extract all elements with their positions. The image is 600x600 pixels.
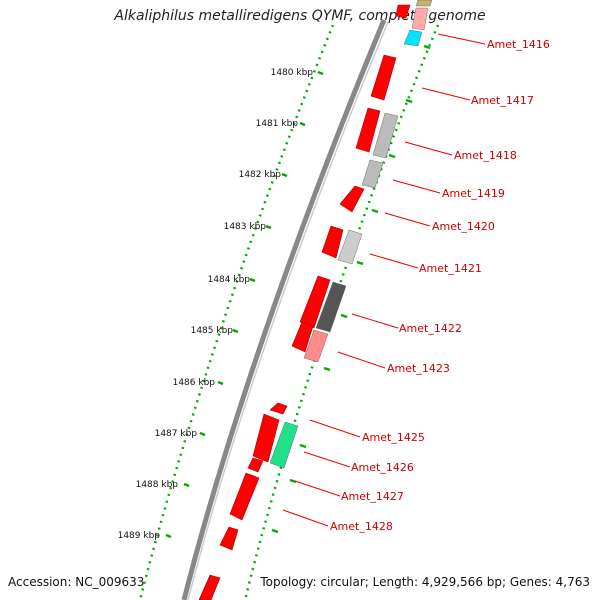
scale-label: 1486 kbp (173, 378, 216, 388)
gene-arrow (299, 275, 331, 329)
scale-labels: 1480 kbp 1481 kbp 1482 kbp 1483 kbp 1484… (118, 68, 314, 541)
scale-label: 1489 kbp (118, 531, 161, 541)
gene-arrow (321, 225, 344, 259)
gene-label[interactable]: Amet_1416 (487, 38, 550, 51)
gene-box (415, 0, 433, 7)
gene-box (269, 421, 299, 469)
gene-label[interactable]: Amet_1426 (351, 461, 414, 474)
gene-arrow (370, 54, 397, 101)
gene-box (315, 281, 347, 333)
scale-label: 1482 kbp (239, 170, 282, 180)
gene-arrow (219, 526, 239, 551)
map-title: Alkaliphilus metalliredigens QYMF, compl… (114, 8, 486, 24)
gene-box (403, 29, 423, 47)
scale-label: 1485 kbp (191, 326, 234, 336)
gene-box (411, 7, 429, 31)
scale-label: 1487 kbp (155, 429, 198, 439)
gene-label[interactable]: Amet_1423 (387, 362, 450, 375)
outer-dotted-ring (243, 24, 440, 600)
genome-backbone (181, 19, 387, 600)
scale-label: 1484 kbp (208, 275, 251, 285)
gene-label[interactable]: Amet_1417 (471, 94, 534, 107)
gene-label[interactable]: Amet_1418 (454, 149, 517, 162)
gene-box (361, 159, 384, 189)
scale-label: 1488 kbp (136, 480, 179, 490)
gene-label[interactable]: Amet_1428 (330, 520, 393, 533)
scale-ticks (165, 70, 324, 539)
gene-label[interactable]: Amet_1427 (341, 490, 404, 503)
gene-box (303, 329, 329, 363)
genome-summary-text: Topology: circular; Length: 4,929,566 bp… (260, 575, 590, 589)
gene-arrow (395, 4, 411, 19)
gene-label[interactable]: Amet_1422 (399, 322, 462, 335)
gene-label[interactable]: Amet_1420 (432, 220, 495, 233)
gene-labels: Amet_1416 Amet_1417 Amet_1418 Amet_1419 … (330, 38, 550, 533)
scale-label: 1481 kbp (256, 119, 299, 129)
gene-arrow (339, 185, 365, 213)
gene-label[interactable]: Amet_1425 (362, 431, 425, 444)
gene-box (337, 229, 363, 265)
gene-track-outer (269, 0, 433, 469)
label-leaders (282, 33, 486, 527)
outer-ring-ticks (271, 44, 431, 534)
gene-arrow (269, 402, 288, 415)
gene-arrow (229, 472, 260, 521)
gene-arrow (355, 107, 381, 153)
gene-arrow (247, 457, 264, 473)
inner-dotted-ring (138, 24, 335, 600)
scale-label: 1483 kbp (224, 222, 267, 232)
gene-track-forward (198, 4, 411, 600)
gene-arrow (291, 321, 314, 353)
gene-arrow (198, 574, 221, 600)
scale-label: 1480 kbp (271, 68, 314, 78)
gene-box (372, 112, 399, 159)
gene-label[interactable]: Amet_1421 (419, 262, 482, 275)
gene-arrow (252, 413, 280, 463)
accession-text: Accession: NC_009633 (8, 575, 145, 589)
genome-backbone-shadow (187, 21, 389, 600)
gene-label[interactable]: Amet_1419 (442, 187, 505, 200)
